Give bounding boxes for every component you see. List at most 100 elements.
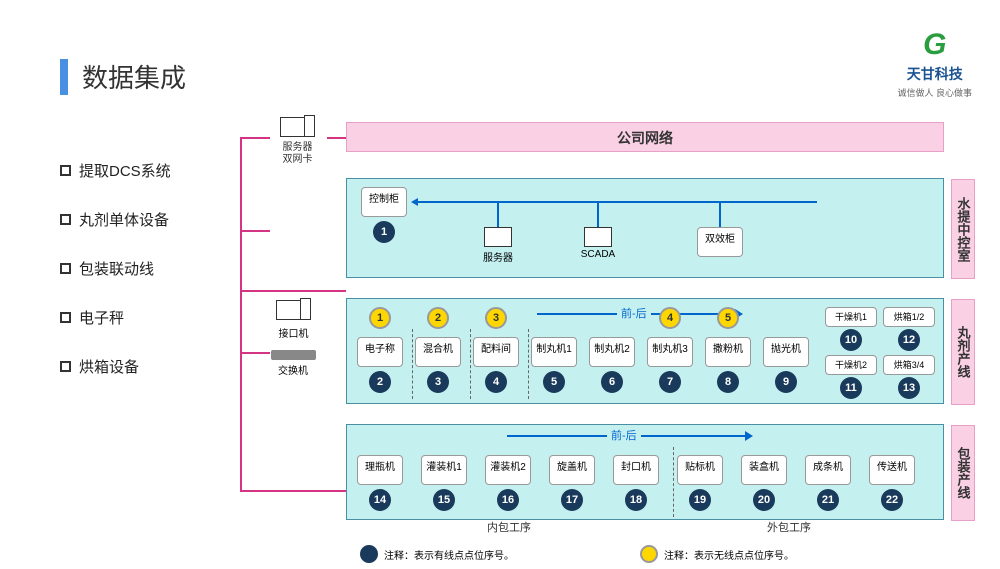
bullet-icon — [60, 263, 71, 274]
node-number: 20 — [753, 489, 775, 511]
machine-box: 抛光机 — [763, 337, 809, 367]
diagram: 公司网络 服务器 双网卡 接口机 交换机 水提中控室 控制柜 1 服务器 SCA… — [238, 122, 960, 542]
machine-box: 灌装机1 — [421, 455, 467, 485]
section-packaging-line: 包装产线 前-后 理瓶机14灌装机115灌装机216旋盖机17封口机18贴标机1… — [346, 424, 944, 520]
switch-icon — [271, 350, 316, 360]
section-pill-line: 丸剂产线 前-后 电子称21混合机32配料间43制丸机15制丸机26制丸机374… — [346, 298, 944, 404]
machine-box: 制丸机3 — [647, 337, 693, 367]
title-accent — [60, 59, 68, 95]
node-number: 9 — [775, 371, 797, 393]
node-number: 10 — [840, 329, 862, 351]
machine-box: 传送机 — [869, 455, 915, 485]
server-dual-nic: 服务器 双网卡 — [270, 117, 325, 166]
machine-box: 配料间 — [473, 337, 519, 367]
node-number: 19 — [689, 489, 711, 511]
legend-yellow-icon — [640, 545, 658, 563]
machine-box: 干燥机1 — [825, 307, 877, 327]
arrow — [417, 201, 817, 203]
legend-wireless: 注释：表示无线点点位序号。 — [640, 545, 794, 563]
node-number: 21 — [817, 489, 839, 511]
node-number: 22 — [881, 489, 903, 511]
node-number: 7 — [659, 371, 681, 393]
bullet-icon — [60, 361, 71, 372]
machine-box: 贴标机 — [677, 455, 723, 485]
node-number: 16 — [497, 489, 519, 511]
node-number: 11 — [840, 377, 862, 399]
section-label: 水提中控室 — [951, 179, 975, 279]
sidebar-item: 丸剂单体设备 — [60, 209, 220, 230]
title-bar: 数据集成 — [60, 58, 186, 95]
machine-box: 撒粉机 — [705, 337, 751, 367]
network-switch: 交换机 — [258, 350, 328, 377]
node-number: 2 — [369, 371, 391, 393]
node-number: 5 — [543, 371, 565, 393]
logo-main: 天甘科技 — [897, 64, 972, 84]
machine-box: 灌装机2 — [485, 455, 531, 485]
machine-box: 烘箱3/4 — [883, 355, 935, 375]
conn — [597, 201, 599, 227]
node-1: 1 — [373, 221, 395, 243]
conn — [719, 201, 721, 227]
control-cabinet: 控制柜 — [361, 187, 407, 217]
wireless-node: 4 — [659, 307, 681, 329]
node-number: 18 — [625, 489, 647, 511]
section-water-extraction: 水提中控室 控制柜 1 服务器 SCADA 双效柜 — [346, 178, 944, 278]
computer-icon — [280, 117, 315, 142]
node-number: 12 — [898, 329, 920, 351]
scada-node: SCADA — [577, 227, 619, 260]
node-number: 3 — [427, 371, 449, 393]
interface-machine: 接口机 — [266, 300, 321, 340]
computer-icon — [276, 300, 311, 325]
logo-icon: G — [897, 28, 972, 62]
wireless-node: 3 — [485, 307, 507, 329]
bullet-icon — [60, 214, 71, 225]
section-label: 包装产线 — [951, 425, 975, 521]
conn — [497, 201, 499, 227]
machine-box: 理瓶机 — [357, 455, 403, 485]
node-number: 17 — [561, 489, 583, 511]
section-label: 丸剂产线 — [951, 299, 975, 405]
node-number: 15 — [433, 489, 455, 511]
sidebar: 提取DCS系统 丸剂单体设备 包装联动线 电子秤 烘箱设备 — [60, 160, 220, 405]
machine-box: 烘箱1/2 — [883, 307, 935, 327]
network-banner: 公司网络 — [346, 122, 944, 152]
dual-effect-cabinet: 双效柜 — [697, 227, 743, 257]
arrow-label: 前-后 — [607, 427, 641, 443]
logo: G 天甘科技 诚信做人 良心做事 — [897, 28, 972, 99]
sub-label-inner: 内包工序 — [487, 519, 531, 535]
machine-box: 装盒机 — [741, 455, 787, 485]
wireless-node: 2 — [427, 307, 449, 329]
sidebar-item: 电子秤 — [60, 307, 220, 328]
node-number: 13 — [898, 377, 920, 399]
machine-box: 成条机 — [805, 455, 851, 485]
legend-navy-icon — [360, 545, 378, 563]
node-number: 14 — [369, 489, 391, 511]
node-number: 4 — [485, 371, 507, 393]
divider — [528, 329, 529, 399]
machine-box: 干燥机2 — [825, 355, 877, 375]
node-number: 6 — [601, 371, 623, 393]
divider — [470, 329, 471, 399]
machine-box: 制丸机2 — [589, 337, 635, 367]
machine-box: 混合机 — [415, 337, 461, 367]
bullet-icon — [60, 165, 71, 176]
bullet-icon — [60, 312, 71, 323]
sidebar-item: 提取DCS系统 — [60, 160, 220, 181]
server-node: 服务器 — [477, 227, 519, 264]
wireless-node: 1 — [369, 307, 391, 329]
legend-wired: 注释：表示有线点点位序号。 — [360, 545, 514, 563]
sidebar-item: 烘箱设备 — [60, 356, 220, 377]
machine-box: 电子称 — [357, 337, 403, 367]
logo-sub: 诚信做人 良心做事 — [897, 86, 972, 99]
node-number: 8 — [717, 371, 739, 393]
divider — [412, 329, 413, 399]
machine-box: 旋盖机 — [549, 455, 595, 485]
wireless-node: 5 — [717, 307, 739, 329]
machine-box: 封口机 — [613, 455, 659, 485]
page-title: 数据集成 — [82, 58, 186, 95]
sub-label-outer: 外包工序 — [767, 519, 811, 535]
divider — [673, 447, 674, 517]
arrow-label: 前-后 — [617, 305, 651, 321]
machine-box: 制丸机1 — [531, 337, 577, 367]
sidebar-item: 包装联动线 — [60, 258, 220, 279]
